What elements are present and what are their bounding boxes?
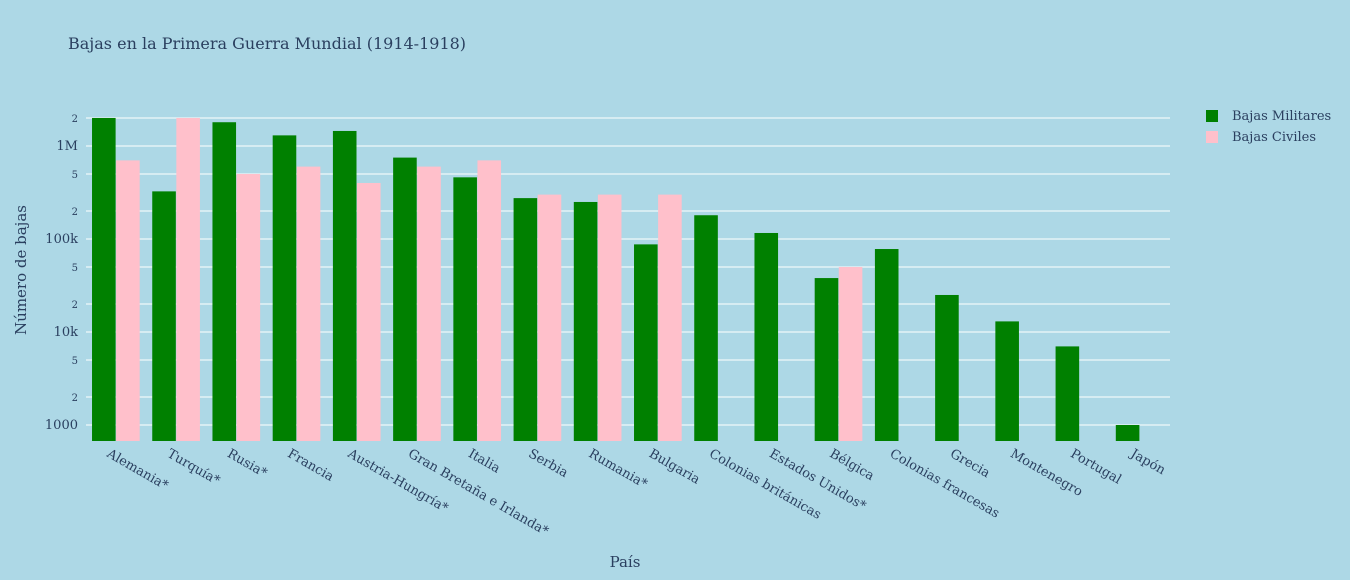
bar: [874, 249, 899, 441]
bar: [477, 160, 502, 441]
bar: [236, 173, 261, 441]
bar: [92, 117, 116, 442]
bar: [995, 321, 1019, 441]
bar: [212, 122, 237, 441]
bar: [838, 266, 863, 441]
y-tick-label: 5: [72, 263, 78, 274]
bar: [597, 194, 622, 441]
y-axis-title: Número de bajas: [12, 205, 30, 335]
y-tick-label: 2: [72, 207, 78, 218]
y-tick-label: 2: [72, 300, 78, 311]
bar: [393, 157, 417, 441]
y-tick-label: 10k: [54, 325, 79, 340]
bar: [754, 232, 779, 441]
y-tick-label: 1M: [56, 139, 78, 154]
y-tick-label: 5: [72, 356, 78, 367]
y-tick-label: 2: [72, 393, 78, 404]
legend-swatch: [1206, 131, 1218, 143]
bar: [1055, 346, 1080, 441]
bar: [272, 135, 297, 441]
y-tick-label: 1000: [45, 418, 78, 433]
bar: [152, 191, 176, 441]
legend-swatch: [1206, 110, 1218, 122]
bar: [296, 166, 321, 441]
bar: [694, 215, 718, 441]
legend-label: Bajas Militares: [1232, 109, 1331, 124]
bar: [176, 117, 200, 442]
bar: [658, 194, 682, 441]
bar: [453, 177, 477, 441]
bar: [814, 278, 839, 441]
y-tick-label: 5: [72, 170, 78, 181]
bar: [513, 198, 538, 441]
bar: [573, 201, 598, 441]
y-tick-label: 2: [72, 114, 78, 125]
bar: [634, 244, 658, 441]
bar: [417, 166, 441, 441]
bar: [537, 194, 562, 441]
bar: [357, 182, 381, 441]
bar: [935, 294, 959, 441]
chart-title: Bajas en la Primera Guerra Mundial (1914…: [68, 34, 466, 53]
bar: [1115, 425, 1140, 441]
y-tick-label: 100k: [45, 232, 78, 247]
x-axis-title: País: [610, 553, 641, 571]
bar: [332, 130, 357, 441]
legend-label: Bajas Civiles: [1232, 130, 1316, 145]
bar: [116, 160, 140, 441]
